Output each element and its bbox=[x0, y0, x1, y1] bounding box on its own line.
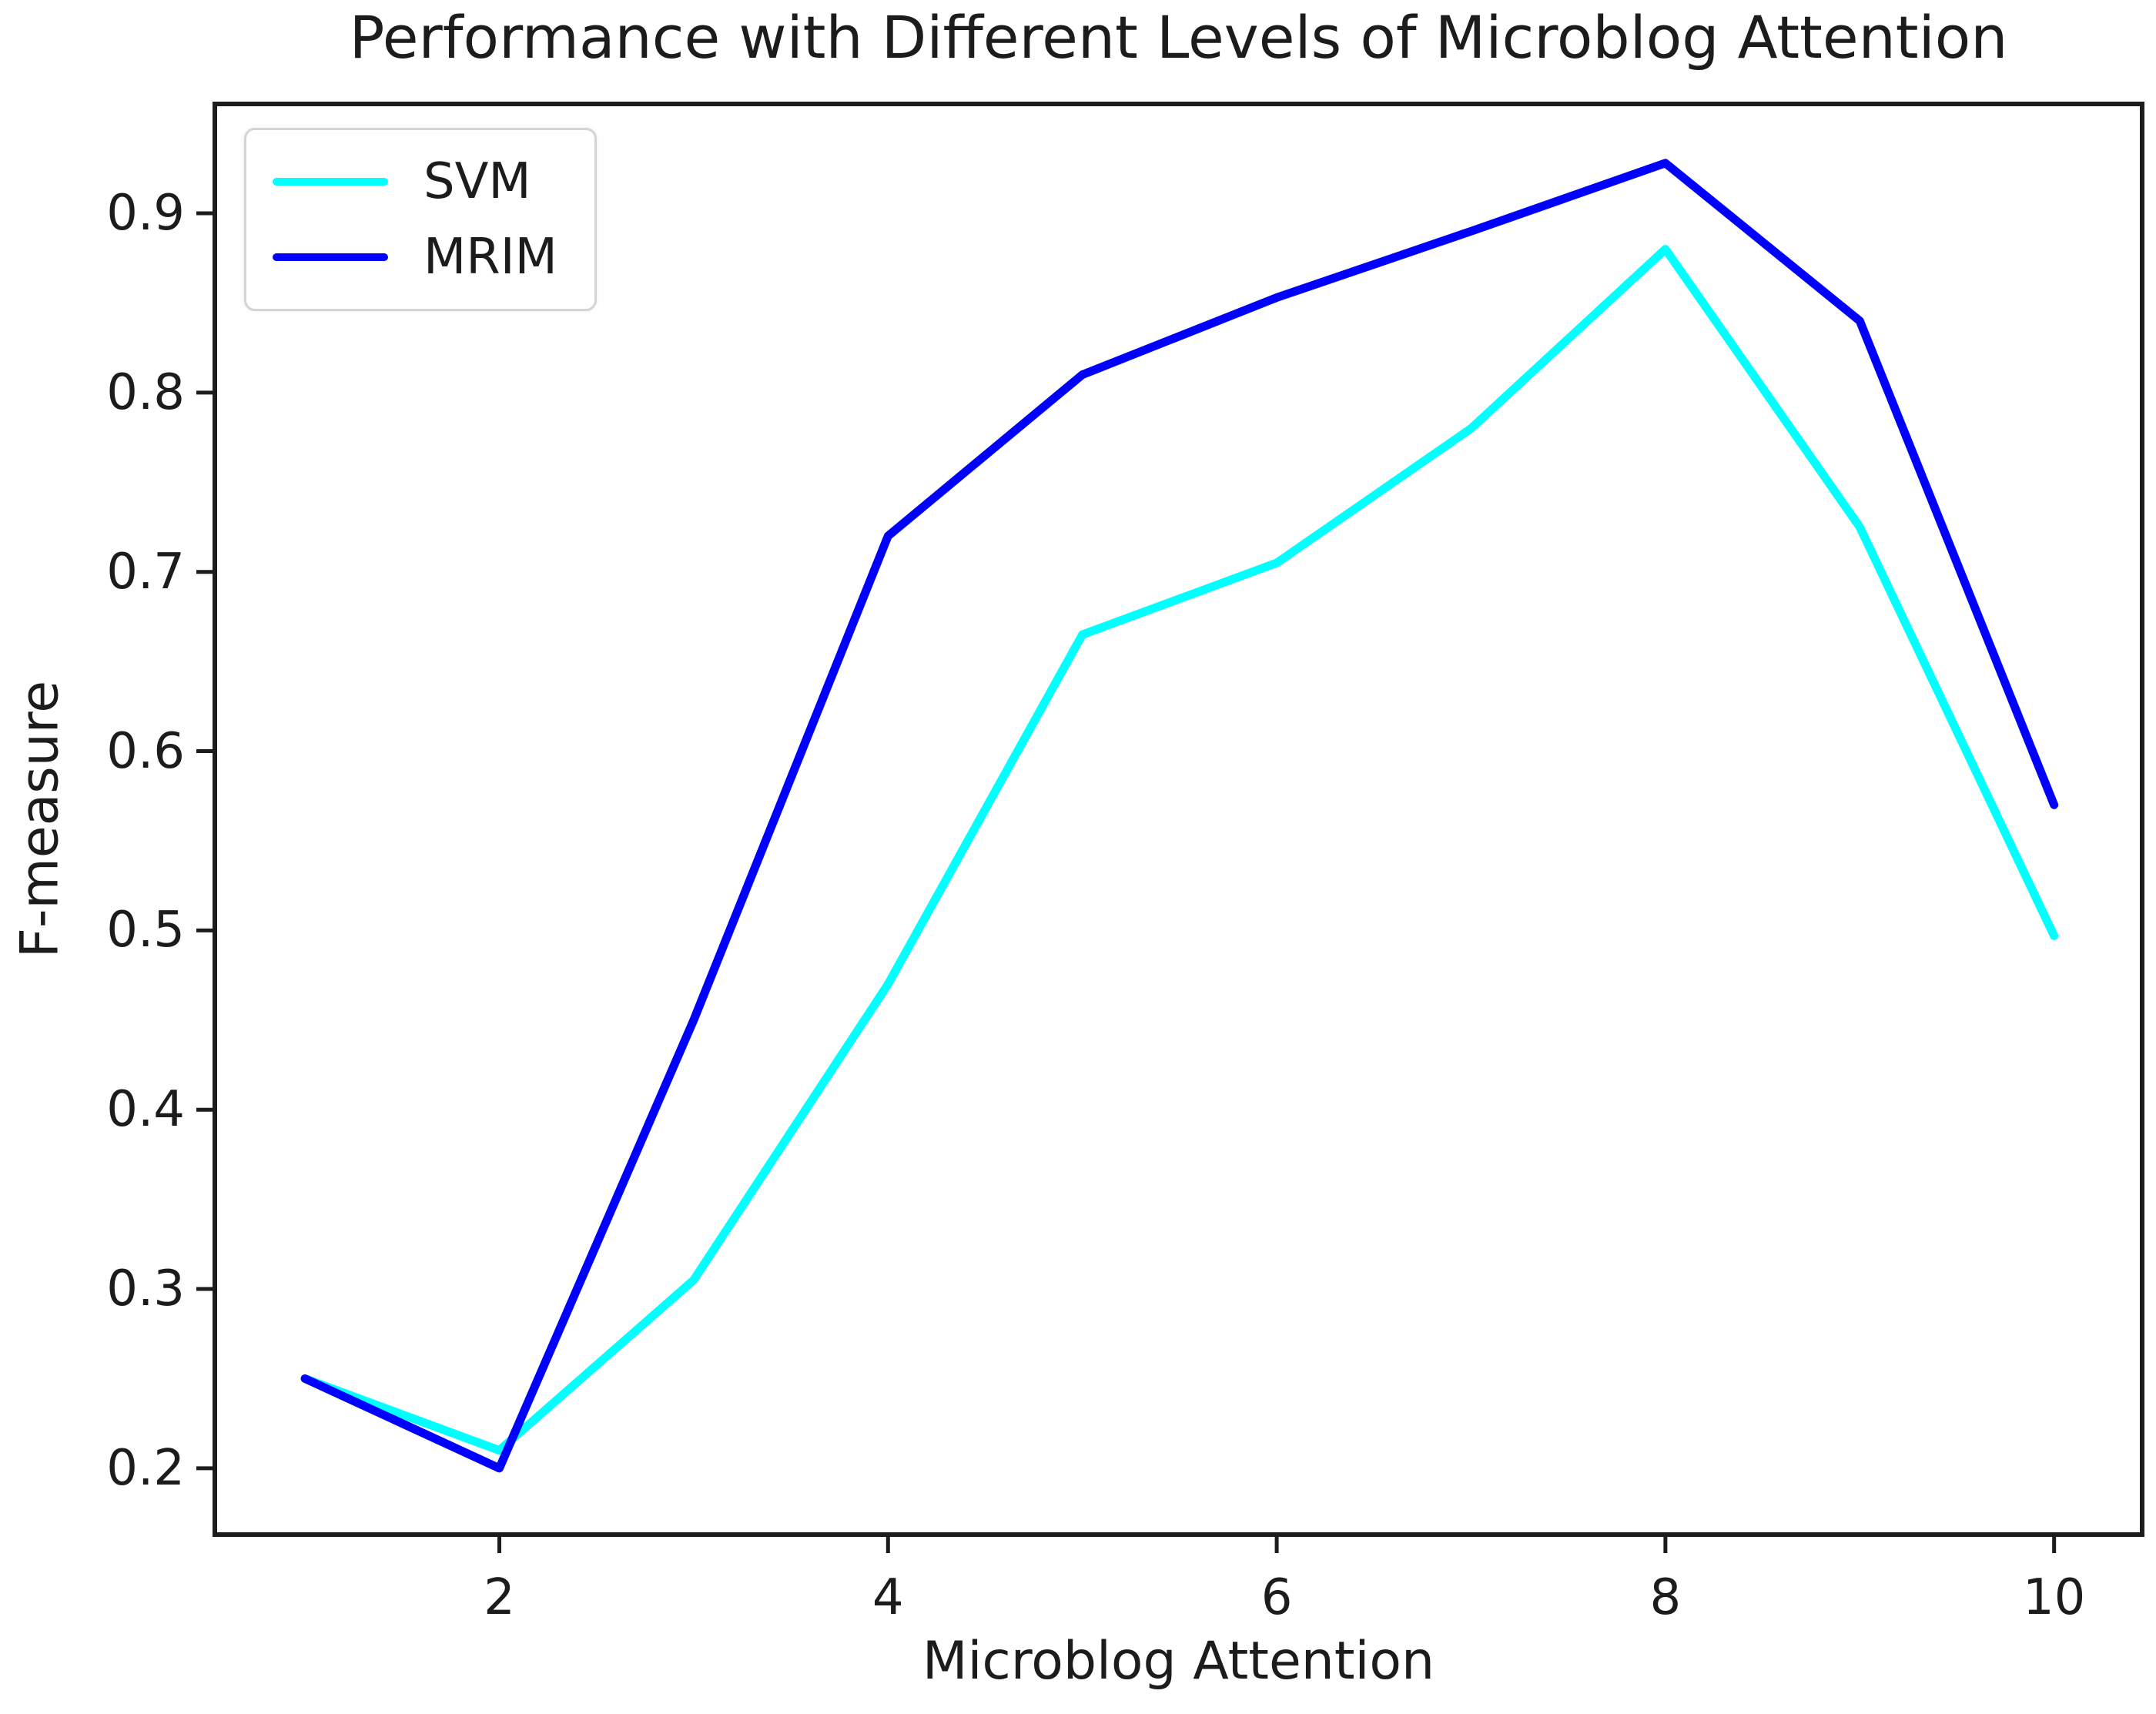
series-line-mrim bbox=[300, 159, 2059, 1473]
legend-item-mrim: MRIM bbox=[273, 233, 568, 282]
y-tick-label: 0.6 bbox=[106, 722, 185, 780]
y-tick-label: 0.5 bbox=[106, 902, 185, 959]
legend-item-svm: SVM bbox=[273, 157, 568, 206]
y-tick-label: 0.2 bbox=[106, 1439, 185, 1497]
legend-line-sample-mrim bbox=[273, 253, 388, 261]
legend-label-mrim: MRIM bbox=[424, 229, 557, 286]
legend-label-svm: SVM bbox=[424, 153, 531, 210]
x-tick-label: 6 bbox=[1260, 1569, 1293, 1626]
series-line-svm bbox=[300, 245, 2059, 1455]
x-tick-label: 4 bbox=[872, 1569, 904, 1626]
x-axis-label: Microblog Attention bbox=[922, 1631, 1435, 1692]
plot-border bbox=[213, 102, 2144, 1537]
y-tick-label: 0.7 bbox=[106, 543, 185, 601]
legend-line-sample-svm bbox=[273, 178, 388, 186]
x-tick-label: 2 bbox=[484, 1569, 515, 1626]
y-tick-label: 0.4 bbox=[106, 1081, 185, 1139]
chart-title: Performance with Different Levels of Mic… bbox=[349, 3, 2008, 72]
x-tick-label: 10 bbox=[2022, 1569, 2086, 1626]
y-tick-label: 0.3 bbox=[106, 1260, 185, 1318]
x-tick-label: 8 bbox=[1649, 1569, 1682, 1626]
y-tick-label: 0.9 bbox=[106, 185, 185, 243]
legend: SVM MRIM bbox=[244, 128, 597, 311]
y-tick-label: 0.8 bbox=[106, 363, 185, 421]
